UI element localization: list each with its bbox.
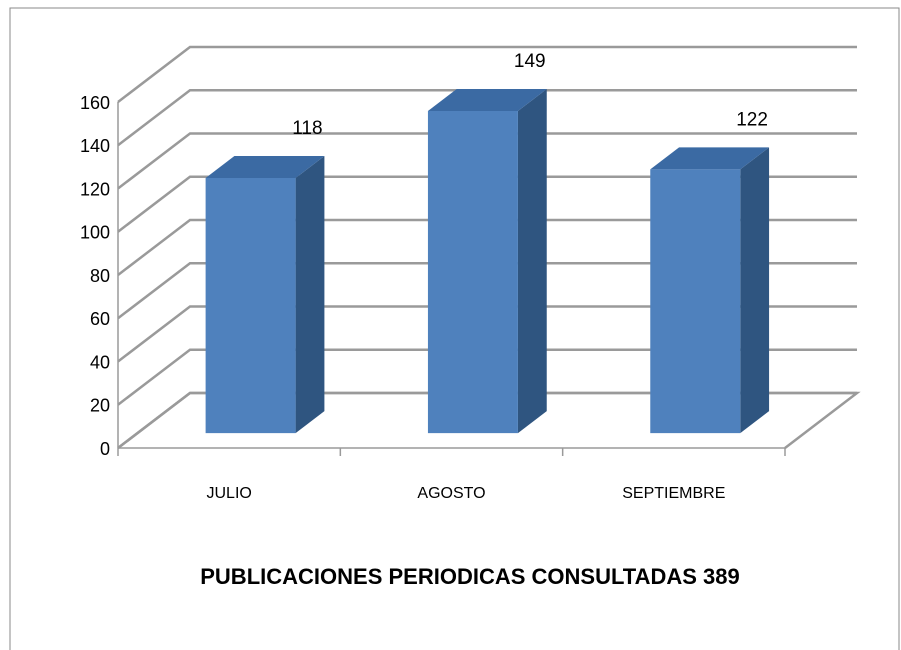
- y-tick-label: 160: [80, 93, 110, 113]
- y-tick-label: 20: [90, 396, 110, 416]
- chart-title: PUBLICACIONES PERIODICAS CONSULTADAS 389: [200, 564, 739, 589]
- grid-line: [117, 262, 857, 320]
- grid-line: [117, 132, 857, 190]
- y-tick-label: 0: [100, 439, 110, 459]
- grid-line: [117, 391, 857, 449]
- bar: [427, 88, 547, 434]
- bar-front: [650, 169, 741, 434]
- grid-line: [117, 175, 857, 233]
- bar-front: [427, 110, 518, 434]
- bar-top: [427, 88, 547, 111]
- bar-top: [650, 147, 770, 170]
- y-tick-label: 80: [90, 266, 110, 286]
- grid-line: [117, 348, 857, 406]
- x-tick-label: AGOSTO: [417, 485, 485, 502]
- x-tick-label: JULIO: [206, 485, 251, 502]
- data-label: 118: [292, 118, 322, 139]
- bar-side: [740, 147, 770, 434]
- data-label: 122: [736, 109, 768, 130]
- bar-top: [205, 155, 325, 178]
- grid-line: [117, 218, 857, 276]
- bar: [205, 155, 325, 434]
- bar-side: [295, 155, 325, 434]
- grid-line: [117, 305, 857, 363]
- x-tick-label: SEPTIEMBRE: [622, 485, 725, 502]
- data-label: 149: [514, 51, 546, 72]
- y-tick-label: 140: [80, 136, 110, 156]
- y-tick-label: 40: [90, 352, 110, 372]
- grid-line: [117, 45, 857, 103]
- y-tick-label: 120: [80, 179, 110, 199]
- bar-side: [517, 88, 547, 434]
- grid-line: [117, 89, 857, 147]
- bar: [650, 147, 770, 434]
- y-tick-label: 60: [90, 309, 110, 329]
- bar-front: [205, 177, 296, 434]
- y-tick-label: 100: [80, 223, 110, 243]
